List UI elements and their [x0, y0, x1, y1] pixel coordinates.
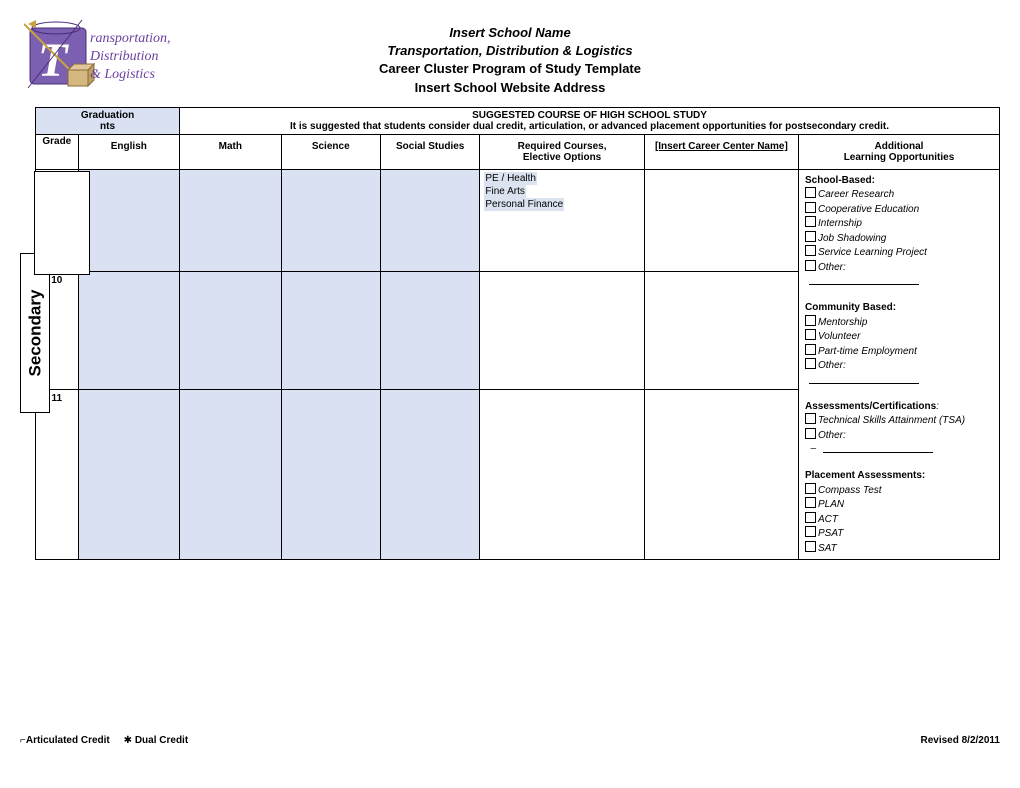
g10-career — [644, 272, 798, 390]
g9-required: PE / Health Fine Arts Personal Finance — [480, 169, 644, 272]
g11-math — [180, 390, 281, 560]
col-social: Social Studies — [380, 134, 479, 169]
g9-english — [78, 169, 179, 272]
grade-col-header: Grade — [36, 134, 79, 169]
footer-legend: ⌐Articulated Credit ✱ Dual Credit — [20, 735, 188, 746]
overlay-white-box — [34, 171, 90, 275]
g9-social — [380, 169, 479, 272]
g9-career — [644, 169, 798, 272]
g9-math — [180, 169, 281, 272]
program-table: Graduation nts SUGGESTED COURSE OF HIGH … — [35, 107, 1000, 561]
other-line-3 — [823, 444, 933, 453]
page-footer: ⌐Articulated Credit ✱ Dual Credit Revise… — [20, 735, 1000, 746]
suggested-header: SUGGESTED COURSE OF HIGH SCHOOL STUDY It… — [180, 107, 1000, 134]
col-career-center: [Insert Career Center Name] — [644, 134, 798, 169]
svg-text:ransportation,: ransportation, — [90, 31, 171, 46]
col-science: Science — [281, 134, 380, 169]
cluster-logo: T ransportation, Distribution & Logistic… — [24, 18, 214, 94]
g10-math — [180, 272, 281, 390]
other-line — [809, 276, 919, 285]
other-line-2 — [809, 375, 919, 384]
g11-required — [480, 390, 644, 560]
g11-social — [380, 390, 479, 560]
col-english: English — [78, 134, 179, 169]
row-grade-9: 9 PE / Health Fine Arts Personal Finance… — [36, 169, 1000, 272]
secondary-side-label: Secondary — [20, 253, 50, 413]
g11-science — [281, 390, 380, 560]
g9-science — [281, 169, 380, 272]
program-table-wrap: Secondary Graduation nts SUGGESTED COURS… — [20, 107, 1000, 561]
g11-english — [78, 390, 179, 560]
col-required: Required Courses, Elective Options — [480, 134, 644, 169]
g11-career — [644, 390, 798, 560]
svg-text:Distribution: Distribution — [89, 49, 158, 64]
svg-text:& Logistics: & Logistics — [90, 67, 156, 82]
footer-revised: Revised 8/2/2011 — [920, 735, 1000, 746]
col-opportunities: Additional Learning Opportunities — [798, 134, 999, 169]
g10-english — [78, 272, 179, 390]
col-math: Math — [180, 134, 281, 169]
opportunities-cell: School-Based: Career Research Cooperativ… — [798, 169, 999, 560]
g10-required — [480, 272, 644, 390]
grad-header: Graduation nts — [36, 107, 180, 134]
g10-social — [380, 272, 479, 390]
grade-11: 11 — [36, 390, 79, 560]
g10-science — [281, 272, 380, 390]
